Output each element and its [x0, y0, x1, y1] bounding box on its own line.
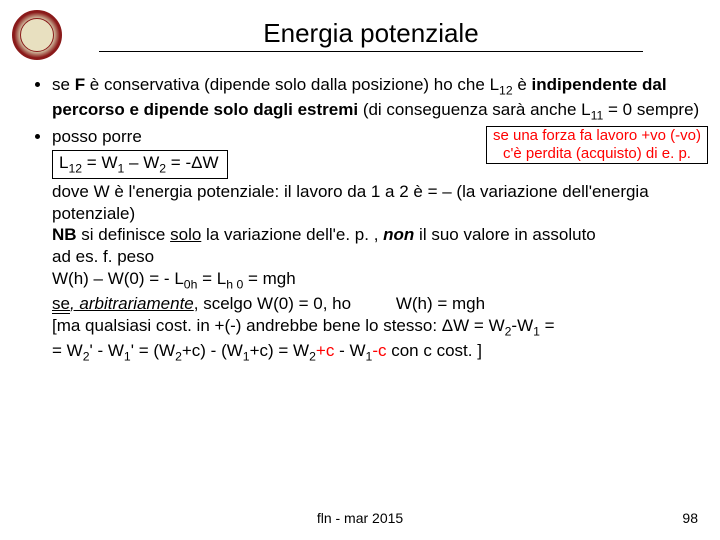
- line-ma1: [ma qualsiasi cost. in +(-) andrebbe ben…: [52, 315, 708, 340]
- page-number: 98: [682, 510, 698, 526]
- line-se: se, arbitrariamente, scelgo W(0) = 0, ho…: [52, 293, 708, 315]
- equation-box: L12 = W1 – W2 = -ΔW: [52, 150, 228, 179]
- line-ades: ad es. f. peso: [52, 246, 708, 268]
- footer: fln - mar 2015 98: [0, 510, 720, 526]
- slide-title: Energia potenziale: [62, 18, 680, 49]
- seal-logo: [12, 10, 62, 60]
- bullet-1: se F è conservativa (dipende solo dalla …: [52, 74, 708, 124]
- line-dove: dove W è l'energia potenziale: il lavoro…: [52, 181, 708, 225]
- line-ma2: = W2' - W1' = (W2+c) - (W1+c) = W2+c - W…: [52, 340, 708, 365]
- header: Energia potenziale: [0, 0, 720, 64]
- line-nb: NB si definisce solo la variazione dell'…: [52, 224, 708, 246]
- title-underline: [99, 51, 643, 53]
- line-wh: W(h) – W(0) = - L0h = Lh 0 = mgh: [52, 268, 708, 293]
- bullet-2: posso porre L12 = W1 – W2 = -ΔW se una f…: [52, 126, 708, 179]
- content: se F è conservativa (dipende solo dalla …: [0, 64, 720, 365]
- footer-center: fln - mar 2015: [0, 510, 720, 526]
- side-note-box: se una forza fa lavoro +vo (-vo) c'è per…: [486, 126, 708, 164]
